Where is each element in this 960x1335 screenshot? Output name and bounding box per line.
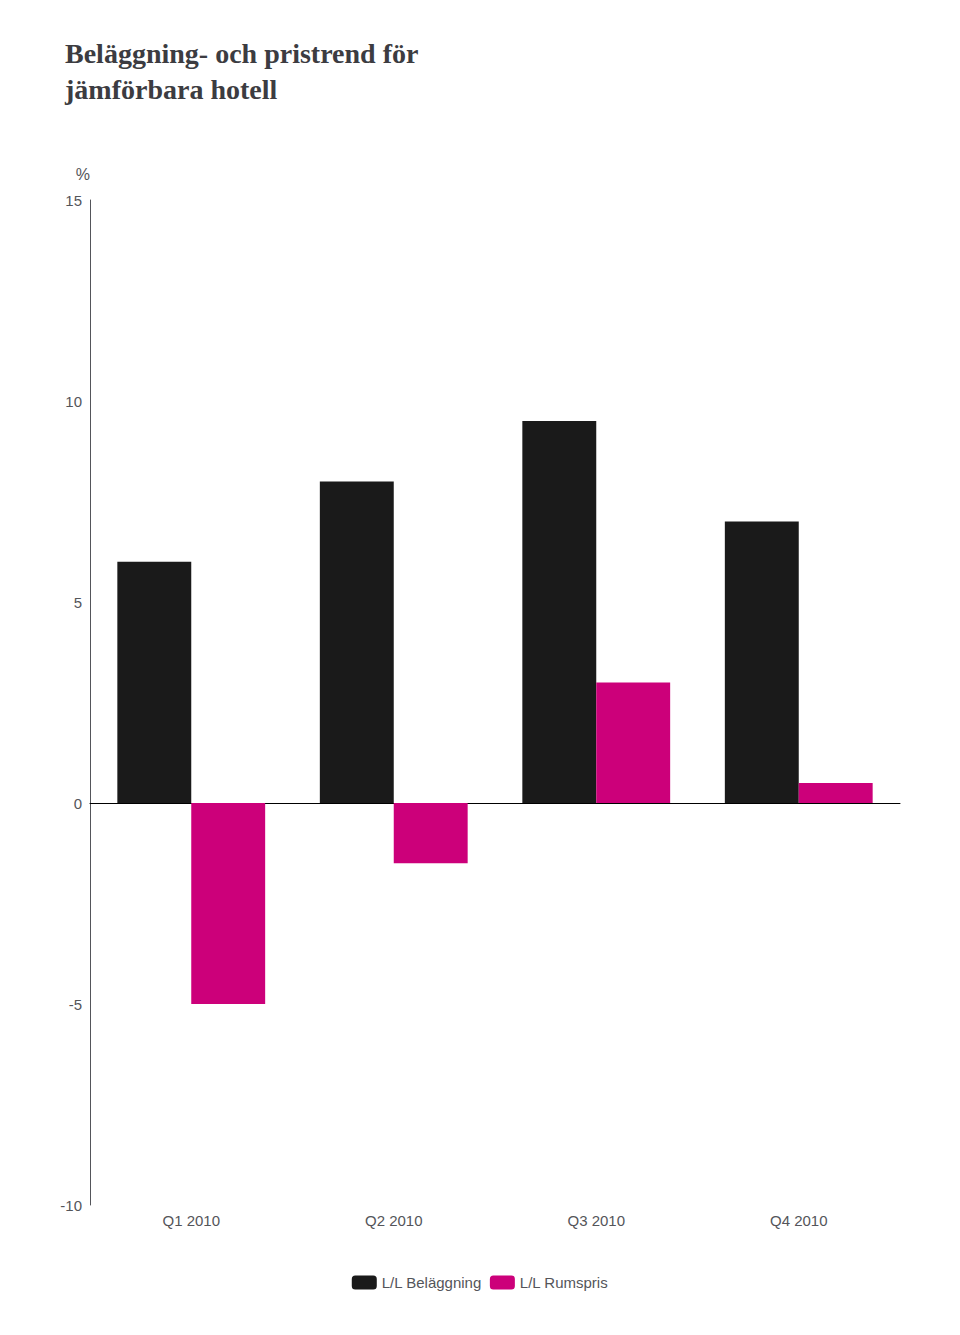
svg-text:Q1 2010: Q1 2010 [162, 1212, 220, 1229]
svg-text:5: 5 [74, 594, 82, 611]
svg-text:Q2 2010: Q2 2010 [365, 1212, 423, 1229]
svg-text:L/L Rumspris: L/L Rumspris [520, 1274, 608, 1291]
svg-text:-10: -10 [60, 1197, 82, 1214]
svg-text:0: 0 [74, 795, 82, 812]
svg-text:Q3 2010: Q3 2010 [567, 1212, 625, 1229]
svg-text:Q4 2010: Q4 2010 [770, 1212, 828, 1229]
svg-text:%: % [76, 166, 90, 183]
svg-text:jämförbara hotell: jämförbara hotell [64, 74, 278, 105]
svg-text:Beläggning- och pristrend för: Beläggning- och pristrend för [65, 38, 418, 69]
svg-text:10: 10 [65, 393, 82, 410]
svg-text:L/L Beläggning: L/L Beläggning [382, 1274, 482, 1291]
svg-text:-5: -5 [69, 996, 82, 1013]
svg-text:15: 15 [65, 192, 82, 209]
